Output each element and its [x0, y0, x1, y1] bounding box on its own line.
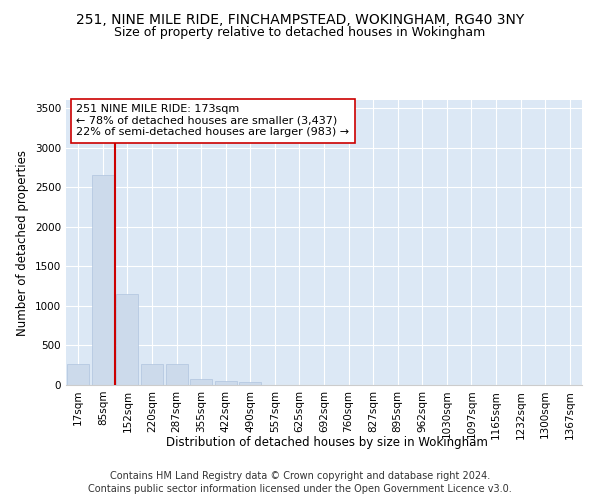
Bar: [239, 382, 262, 385]
Text: Distribution of detached houses by size in Wokingham: Distribution of detached houses by size …: [166, 436, 488, 449]
Text: Size of property relative to detached houses in Wokingham: Size of property relative to detached ho…: [115, 26, 485, 39]
Bar: [141, 364, 163, 385]
Y-axis label: Number of detached properties: Number of detached properties: [16, 150, 29, 336]
Text: 251 NINE MILE RIDE: 173sqm
← 78% of detached houses are smaller (3,437)
22% of s: 251 NINE MILE RIDE: 173sqm ← 78% of deta…: [76, 104, 349, 138]
Bar: [92, 175, 114, 385]
Text: Contains HM Land Registry data © Crown copyright and database right 2024.: Contains HM Land Registry data © Crown c…: [110, 471, 490, 481]
Bar: [116, 294, 139, 385]
Text: 251, NINE MILE RIDE, FINCHAMPSTEAD, WOKINGHAM, RG40 3NY: 251, NINE MILE RIDE, FINCHAMPSTEAD, WOKI…: [76, 12, 524, 26]
Bar: [215, 381, 237, 385]
Bar: [190, 378, 212, 385]
Bar: [166, 364, 188, 385]
Bar: [67, 364, 89, 385]
Text: Contains public sector information licensed under the Open Government Licence v3: Contains public sector information licen…: [88, 484, 512, 494]
